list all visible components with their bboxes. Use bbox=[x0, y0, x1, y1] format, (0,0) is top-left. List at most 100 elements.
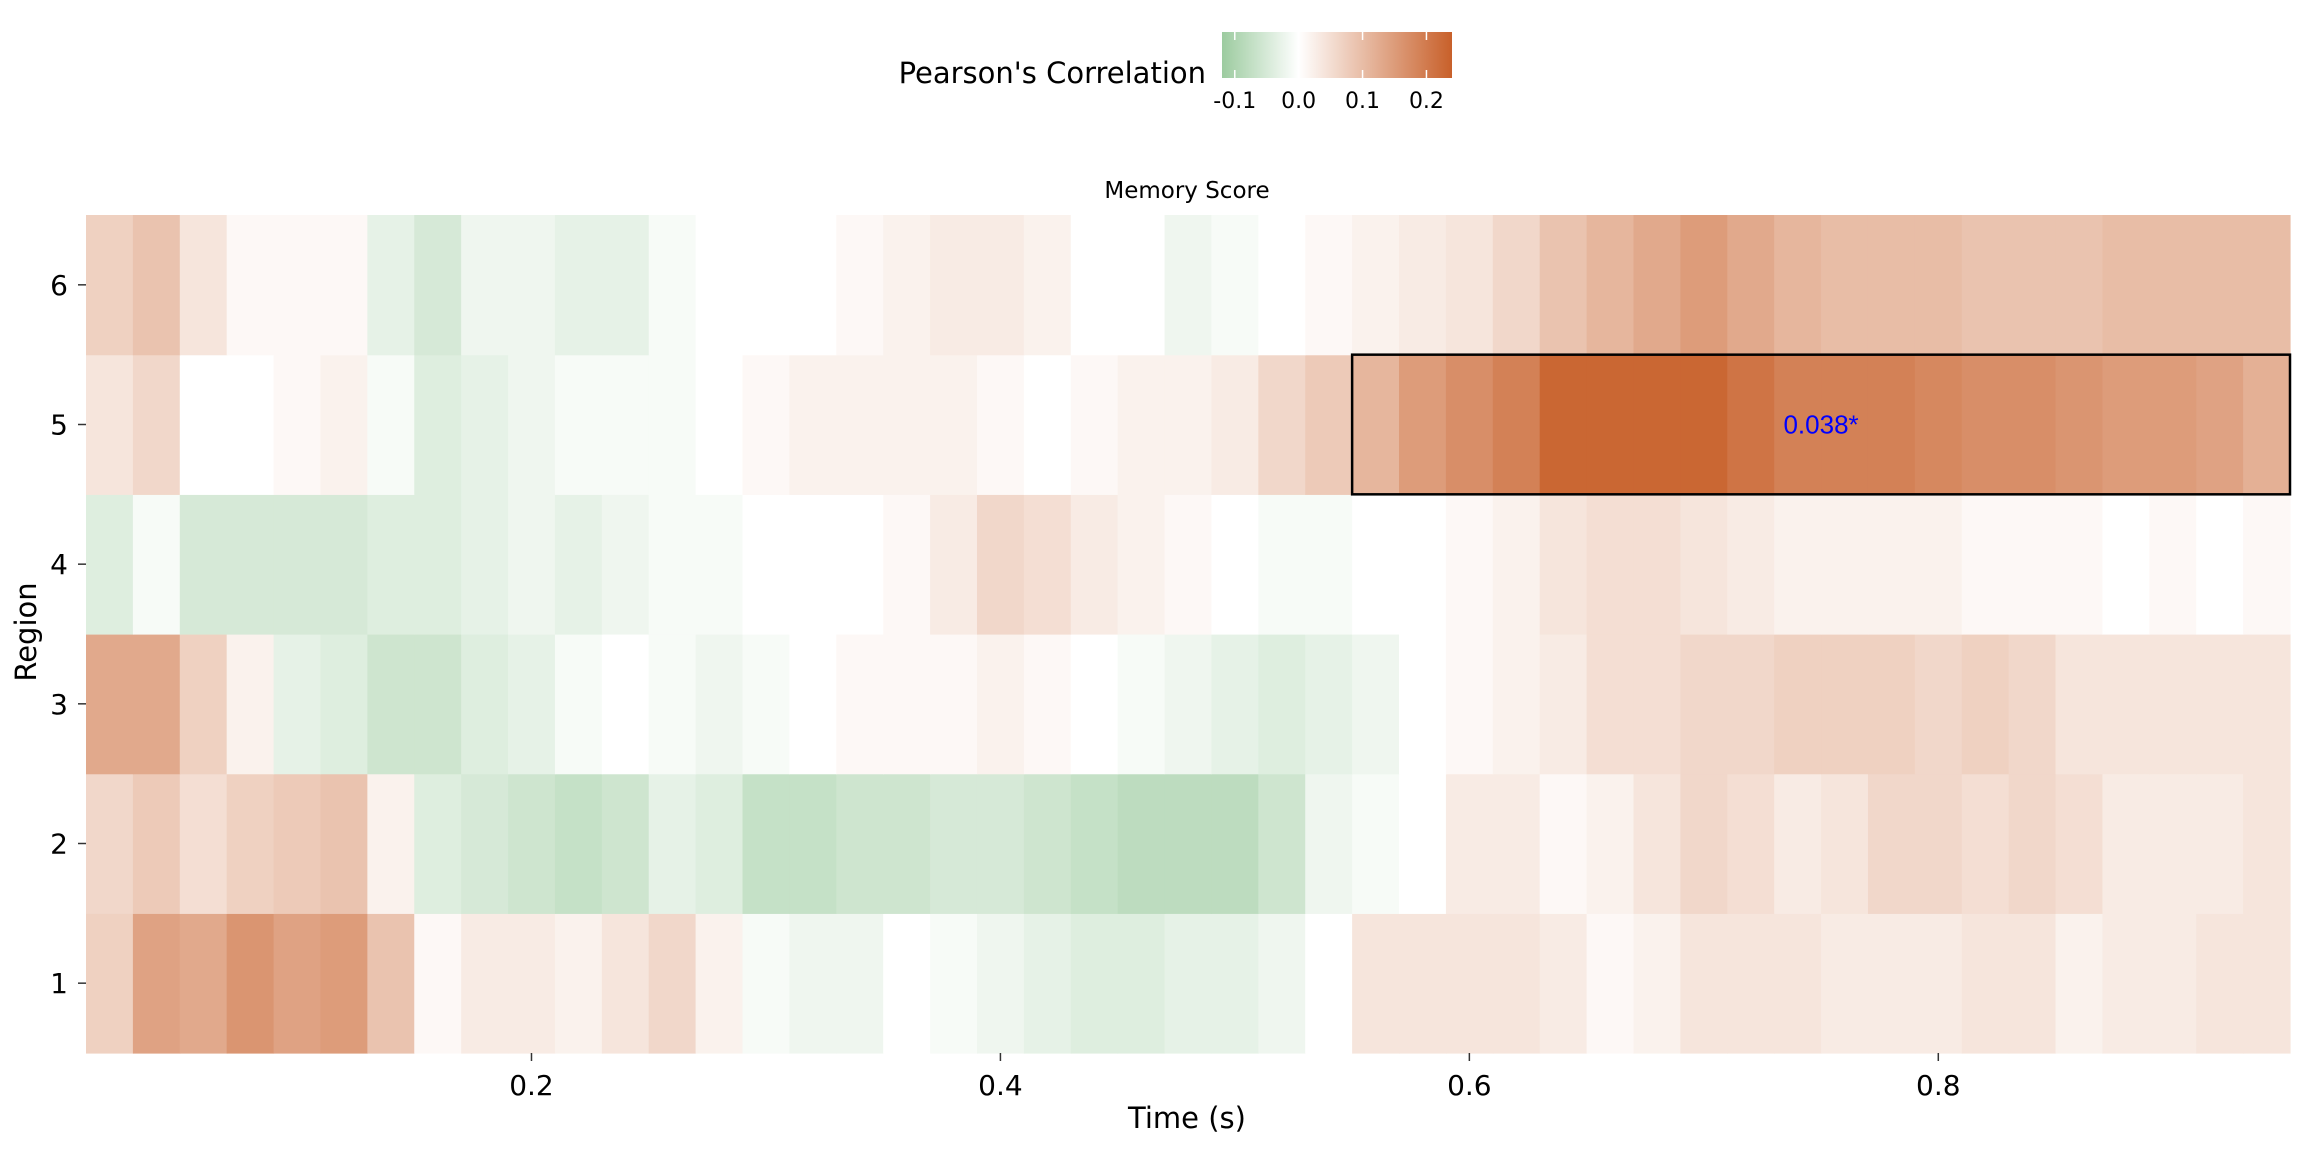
heatmap-cell bbox=[1258, 773, 1306, 914]
annotations: 0.038* bbox=[1350, 353, 2292, 496]
y-tick-label: 3 bbox=[50, 688, 68, 721]
heatmap-cell bbox=[461, 773, 509, 914]
heatmap-cell bbox=[1680, 773, 1728, 914]
heatmap-cell bbox=[1211, 634, 1259, 775]
heatmap-cell bbox=[367, 215, 415, 356]
heatmap-cell bbox=[1023, 354, 1072, 495]
heatmap-cell bbox=[1352, 773, 1400, 914]
heatmap-cell bbox=[86, 354, 134, 495]
legend-tick-label: 0.1 bbox=[1345, 89, 1380, 114]
heatmap-cell bbox=[1399, 773, 1447, 914]
heatmap-cell bbox=[1445, 913, 1494, 1054]
heatmap-cell bbox=[1399, 913, 1447, 1054]
heatmap-cell bbox=[320, 634, 368, 775]
heatmap-cell bbox=[179, 354, 228, 495]
heatmap-cell bbox=[2008, 494, 2057, 635]
heatmap-cell bbox=[1492, 773, 1541, 914]
y-axis: 1 2 3 4 5 6 bbox=[50, 269, 86, 1000]
heatmap-cell bbox=[1305, 354, 1353, 495]
heatmap-cell bbox=[1492, 215, 1541, 356]
legend: Pearson's Correlation -0.1 0.0 0.1 0.2 bbox=[899, 32, 1452, 114]
heatmap-cell bbox=[2055, 773, 2104, 914]
heatmap-cell bbox=[1867, 913, 1916, 1054]
heatmap-cell bbox=[132, 913, 181, 1054]
heatmap-cell bbox=[179, 215, 228, 356]
heatmap-cell bbox=[1680, 215, 1728, 356]
heatmap-cell bbox=[930, 354, 978, 495]
heatmap-cell bbox=[1211, 354, 1259, 495]
heatmap-cell bbox=[1305, 494, 1353, 635]
heatmap-cell bbox=[554, 215, 603, 356]
heatmap-cell bbox=[414, 634, 462, 775]
heatmap-cell bbox=[742, 494, 791, 635]
heatmap-cell bbox=[1211, 773, 1259, 914]
heatmap-cell bbox=[1680, 354, 1728, 495]
heatmap-cell bbox=[836, 494, 884, 635]
heatmap-cell bbox=[1914, 354, 1963, 495]
heatmap-cell bbox=[883, 494, 931, 635]
heatmap-cell bbox=[86, 634, 134, 775]
heatmap-cell bbox=[461, 913, 509, 1054]
heatmap-cell bbox=[461, 354, 509, 495]
heatmap-cell bbox=[1867, 215, 1916, 356]
heatmap-cell bbox=[1867, 634, 1916, 775]
heatmap-cell bbox=[132, 634, 181, 775]
heatmap-cell bbox=[695, 634, 744, 775]
heatmap-cell bbox=[2055, 494, 2104, 635]
heatmap-cell bbox=[132, 773, 181, 914]
heatmap-cell bbox=[320, 354, 368, 495]
heatmap-cell bbox=[132, 494, 181, 635]
heatmap-cell bbox=[2102, 913, 2150, 1054]
heatmap-cell bbox=[883, 354, 931, 495]
heatmap-cell bbox=[86, 494, 134, 635]
heatmap-cell bbox=[1258, 215, 1306, 356]
heatmap-cell bbox=[2196, 913, 2244, 1054]
heatmap-cell bbox=[1164, 354, 1213, 495]
heatmap-cell bbox=[1070, 913, 1119, 1054]
heatmap-cell bbox=[976, 773, 1025, 914]
heatmap-cell bbox=[1117, 634, 1166, 775]
heatmap-cell bbox=[648, 634, 697, 775]
heatmap-cell bbox=[1821, 773, 1869, 914]
heatmap-cell bbox=[226, 494, 275, 635]
heatmap-cell bbox=[273, 913, 322, 1054]
heatmap-cell bbox=[1305, 773, 1353, 914]
heatmap-cell bbox=[1727, 354, 1775, 495]
heatmap-cell bbox=[976, 494, 1025, 635]
heatmap-cell bbox=[1399, 354, 1447, 495]
heatmap-cell bbox=[179, 773, 228, 914]
heatmap-cell bbox=[179, 634, 228, 775]
heatmap-cell bbox=[1914, 215, 1963, 356]
heatmap-cell bbox=[789, 494, 837, 635]
heatmap-cell bbox=[601, 913, 650, 1054]
heatmap-cell bbox=[414, 354, 462, 495]
heatmap-cell bbox=[2196, 354, 2244, 495]
heatmap-cell bbox=[1914, 494, 1963, 635]
legend-tick-label: -0.1 bbox=[1213, 89, 1256, 114]
heatmap-cell bbox=[1492, 494, 1541, 635]
heatmap-cell bbox=[1821, 215, 1869, 356]
heatmap-cell bbox=[273, 494, 322, 635]
heatmap-cell bbox=[742, 354, 791, 495]
heatmap-cell bbox=[2008, 634, 2057, 775]
heatmap-cell bbox=[648, 494, 697, 635]
heatmap-cell bbox=[2102, 634, 2150, 775]
heatmap-cell bbox=[1211, 494, 1259, 635]
heatmap-cell bbox=[508, 913, 556, 1054]
heatmap-cell bbox=[836, 354, 884, 495]
heatmap-cell bbox=[414, 494, 462, 635]
x-tick-label: 0.8 bbox=[1916, 1069, 1961, 1102]
heatmap-cell bbox=[930, 773, 978, 914]
heatmap-cell bbox=[1117, 773, 1166, 914]
y-tick-label: 4 bbox=[50, 548, 68, 581]
heatmap-cell bbox=[1258, 913, 1306, 1054]
heatmap-cell bbox=[1117, 913, 1166, 1054]
heatmap-cell bbox=[508, 773, 556, 914]
heatmap-cell bbox=[2102, 215, 2150, 356]
heatmap-cell bbox=[508, 354, 556, 495]
heatmap-cell bbox=[2102, 773, 2150, 914]
heatmap-cell bbox=[648, 215, 697, 356]
x-tick-label: 0.2 bbox=[509, 1069, 554, 1102]
heatmap-cell bbox=[414, 913, 462, 1054]
